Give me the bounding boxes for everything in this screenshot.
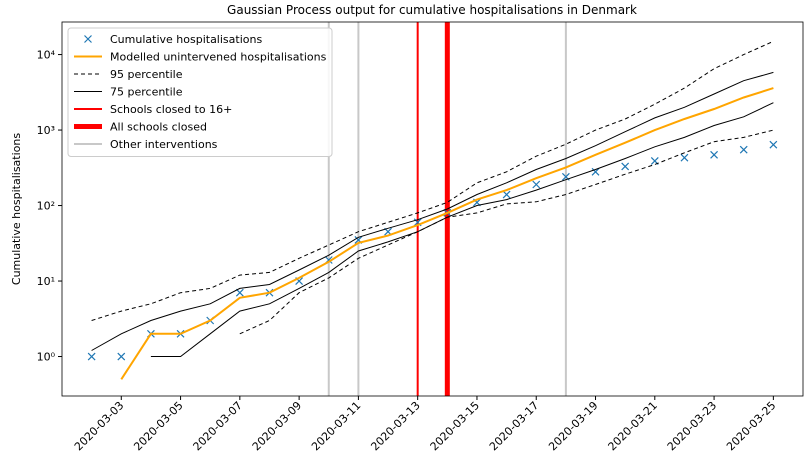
marker <box>710 150 719 159</box>
y-tick-label: 10⁴ <box>37 49 56 62</box>
marker <box>532 180 541 189</box>
x-tick-label: 2020-03-03 <box>72 399 126 453</box>
legend-marker <box>84 35 92 43</box>
legend-label: Cumulative hospitalisations <box>110 33 262 46</box>
series-line <box>91 40 774 321</box>
x-tick-label: 2020-03-21 <box>606 399 660 453</box>
marker <box>621 162 630 171</box>
legend-label: Other interventions <box>110 138 218 151</box>
marker <box>739 145 748 154</box>
chart-title: Gaussian Process output for cumulative h… <box>227 3 637 17</box>
marker <box>235 288 244 297</box>
x-tick-label: 2020-03-17 <box>487 399 541 453</box>
x-tick-label: 2020-03-05 <box>131 399 185 453</box>
marker <box>769 140 778 149</box>
legend-label: All schools closed <box>110 121 207 134</box>
y-tick-label: 10⁰ <box>37 351 56 364</box>
y-tick-label: 10³ <box>37 124 55 137</box>
series-line <box>91 71 774 351</box>
x-tick-label: 2020-03-23 <box>665 399 719 453</box>
x-tick-label: 2020-03-15 <box>428 399 482 453</box>
marker <box>117 352 126 361</box>
legend-label: 75 percentile <box>110 86 183 99</box>
y-axis-label: Cumulative hospitalisations <box>10 133 23 285</box>
marker <box>502 190 511 199</box>
legend-label: Schools closed to 16+ <box>110 103 232 116</box>
series-line <box>239 129 774 335</box>
y-tick-label: 10² <box>37 200 55 213</box>
marker <box>87 352 96 361</box>
x-tick-label: 2020-03-13 <box>368 399 422 453</box>
x-tick-label: 2020-03-11 <box>309 399 363 453</box>
x-tick-label: 2020-03-19 <box>546 399 600 453</box>
x-tick-label: 2020-03-25 <box>724 399 778 453</box>
plot-frame <box>61 21 804 397</box>
x-tick-label: 2020-03-07 <box>191 399 245 453</box>
y-tick-label: 10¹ <box>37 275 55 288</box>
x-tick-label: 2020-03-09 <box>250 399 304 453</box>
marker <box>591 167 600 176</box>
legend-label: Modelled unintervened hospitalisations <box>110 51 327 64</box>
series-line <box>120 87 774 380</box>
series-line <box>150 102 774 357</box>
legend-label: 95 percentile <box>110 68 183 81</box>
marker <box>680 153 689 162</box>
legend-box <box>67 27 333 157</box>
